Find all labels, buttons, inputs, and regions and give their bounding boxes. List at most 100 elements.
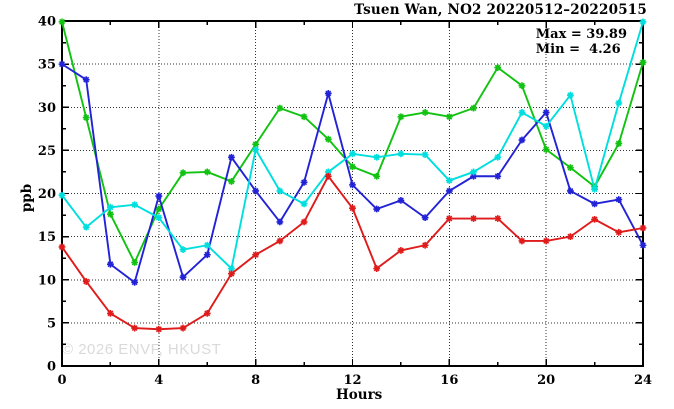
series-green-point <box>82 114 90 121</box>
y-tick-label: 15 <box>38 230 56 245</box>
series-green-point <box>300 113 308 121</box>
series-red-point <box>324 172 332 180</box>
series-green-point <box>203 168 211 176</box>
series-cyan-markers <box>58 18 647 272</box>
x-tick-label: 24 <box>634 373 652 388</box>
series-blue-point <box>228 153 235 161</box>
series-cyan-point <box>494 153 502 161</box>
series-cyan-point <box>300 200 308 208</box>
series-cyan-point <box>179 246 187 253</box>
series-green-point <box>421 109 429 116</box>
series-cyan-point <box>228 265 235 272</box>
series-red-point <box>518 237 526 245</box>
tick-labels: 0 5 10 15 20 25 30 35 40 0 4 8 12 16 20 24 <box>38 15 652 389</box>
series-blue-point <box>82 76 90 84</box>
series-cyan <box>58 18 647 272</box>
series-blue-point <box>324 90 332 97</box>
series-cyan-point <box>324 168 332 176</box>
series-red-point <box>615 228 623 236</box>
series-red-point <box>445 215 453 222</box>
x-tick-label: 4 <box>154 373 163 388</box>
series-blue-point <box>300 178 308 186</box>
series-green-point <box>542 146 550 153</box>
series-red-point <box>203 309 211 317</box>
series-blue-point <box>397 197 405 204</box>
series-green-point <box>639 59 647 66</box>
series-blue-point <box>107 260 114 268</box>
series-cyan-point <box>566 91 574 99</box>
series-blue <box>58 60 647 286</box>
series-blue-point <box>591 200 598 208</box>
series-cyan-point <box>349 150 356 158</box>
y-tick-label: 35 <box>38 58 56 73</box>
series-green-point <box>276 104 284 112</box>
series-blue-point <box>639 241 647 249</box>
series-blue-point <box>349 181 356 189</box>
series-blue-point <box>58 60 66 68</box>
series-red-point <box>494 215 502 222</box>
series-green-point <box>228 178 235 185</box>
series-green-point <box>518 82 526 90</box>
series-green-point <box>397 113 405 121</box>
series-cyan-point <box>445 177 453 184</box>
series-green-point <box>155 205 163 213</box>
y-tick-label: 30 <box>38 101 56 116</box>
series-red-point <box>591 215 598 223</box>
series-cyan-point <box>591 185 598 193</box>
series-blue-point <box>131 278 139 286</box>
series-green-point <box>58 18 66 26</box>
series-blue-point <box>566 187 574 195</box>
series-red <box>58 172 647 333</box>
series-red-point <box>155 325 163 333</box>
y-tick-label: 20 <box>38 187 56 202</box>
series-blue-point <box>155 192 163 200</box>
series-green-point <box>252 140 260 148</box>
y-tick-label: 40 <box>38 15 56 30</box>
series-red-point <box>421 241 429 249</box>
series-red-point <box>373 265 381 272</box>
series-green <box>58 18 647 266</box>
series-cyan-point <box>639 18 647 26</box>
series-red-point <box>82 278 90 285</box>
series-blue-point <box>421 214 429 222</box>
y-tick-label: 5 <box>47 316 56 331</box>
x-tick-label: 8 <box>251 373 260 388</box>
series-green-point <box>470 104 477 112</box>
series-red-point <box>470 215 477 222</box>
series-blue-point <box>445 187 453 195</box>
series-cyan-point <box>107 203 114 211</box>
series-red-point <box>58 243 66 251</box>
x-axis-title: Hours <box>336 387 383 403</box>
series-cyan-point <box>421 151 429 159</box>
series-green-point <box>179 169 187 177</box>
series-blue-point <box>494 172 502 180</box>
series-blue-point <box>470 172 477 180</box>
series-green-point <box>494 64 502 71</box>
y-tick-label: 10 <box>38 273 56 288</box>
watermark: © 2026 ENVF, HKUST <box>62 341 222 358</box>
series-green-point <box>107 210 114 218</box>
series-green-markers <box>58 18 647 266</box>
x-tick-label: 16 <box>440 373 458 388</box>
series-cyan-point <box>82 223 90 231</box>
series-red-point <box>300 218 308 226</box>
series-cyan-point <box>518 109 526 116</box>
series-blue-point <box>203 251 211 259</box>
chart-title: Tsuen Wan, NO2 20220512–20220515 <box>354 2 647 18</box>
series-red-point <box>566 233 574 241</box>
series-cyan-point <box>58 191 66 199</box>
series-blue-point <box>615 196 623 203</box>
series-green-point <box>349 163 356 171</box>
series-green-point <box>566 164 574 172</box>
series-cyan-point <box>155 214 163 222</box>
series-cyan-point <box>276 187 284 195</box>
series-cyan-point <box>470 168 477 176</box>
series-green-point <box>131 259 139 266</box>
series-red-point <box>228 270 235 278</box>
series-blue-point <box>252 187 260 195</box>
series-red-point <box>639 224 647 232</box>
series-cyan-point <box>397 150 405 158</box>
series-red-point <box>252 251 260 259</box>
